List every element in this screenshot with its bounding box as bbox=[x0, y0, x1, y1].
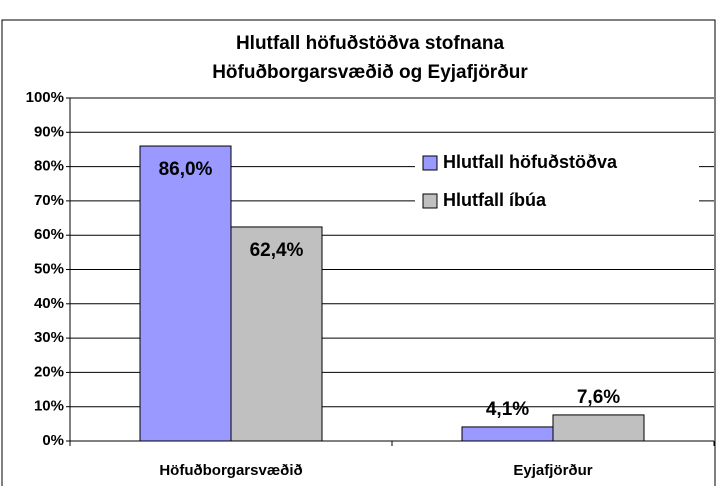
y-tick-label: 20% bbox=[34, 363, 64, 380]
y-tick-label: 80% bbox=[34, 158, 64, 175]
y-tick-label: 0% bbox=[42, 432, 64, 449]
x-tick-label: Eyjafjörður bbox=[513, 462, 592, 479]
data-label: 62,4% bbox=[250, 240, 304, 261]
legend-swatch bbox=[422, 193, 438, 209]
legend-swatch bbox=[422, 155, 438, 171]
y-tick-label: 30% bbox=[34, 329, 64, 346]
y-tick-label: 40% bbox=[34, 295, 64, 312]
legend-label: Hlutfall íbúa bbox=[443, 190, 547, 210]
data-label: 4,1% bbox=[486, 399, 529, 420]
bar bbox=[552, 414, 645, 442]
legend-label: Hlutfall höfuðstöðva bbox=[443, 152, 618, 172]
legend-box bbox=[415, 146, 699, 224]
data-label: 86,0% bbox=[159, 159, 213, 180]
y-tick-label: 90% bbox=[34, 123, 64, 140]
data-label: 7,6% bbox=[577, 387, 620, 408]
y-tick-label: 100% bbox=[26, 89, 64, 106]
y-tick-label: 60% bbox=[34, 226, 64, 243]
chart-title: Höfuðborgarsvæðið og Eyjafjörður bbox=[212, 62, 528, 83]
bar bbox=[139, 145, 232, 442]
y-tick-label: 50% bbox=[34, 260, 64, 277]
bar bbox=[230, 226, 323, 442]
x-tick-label: Höfuðborgarsvæðið bbox=[159, 462, 302, 479]
bar bbox=[461, 426, 554, 442]
y-tick-label: 70% bbox=[34, 192, 64, 209]
chart-title: Hlutfall höfuðstöðva stofnana bbox=[236, 33, 505, 54]
y-tick-label: 10% bbox=[34, 398, 64, 415]
